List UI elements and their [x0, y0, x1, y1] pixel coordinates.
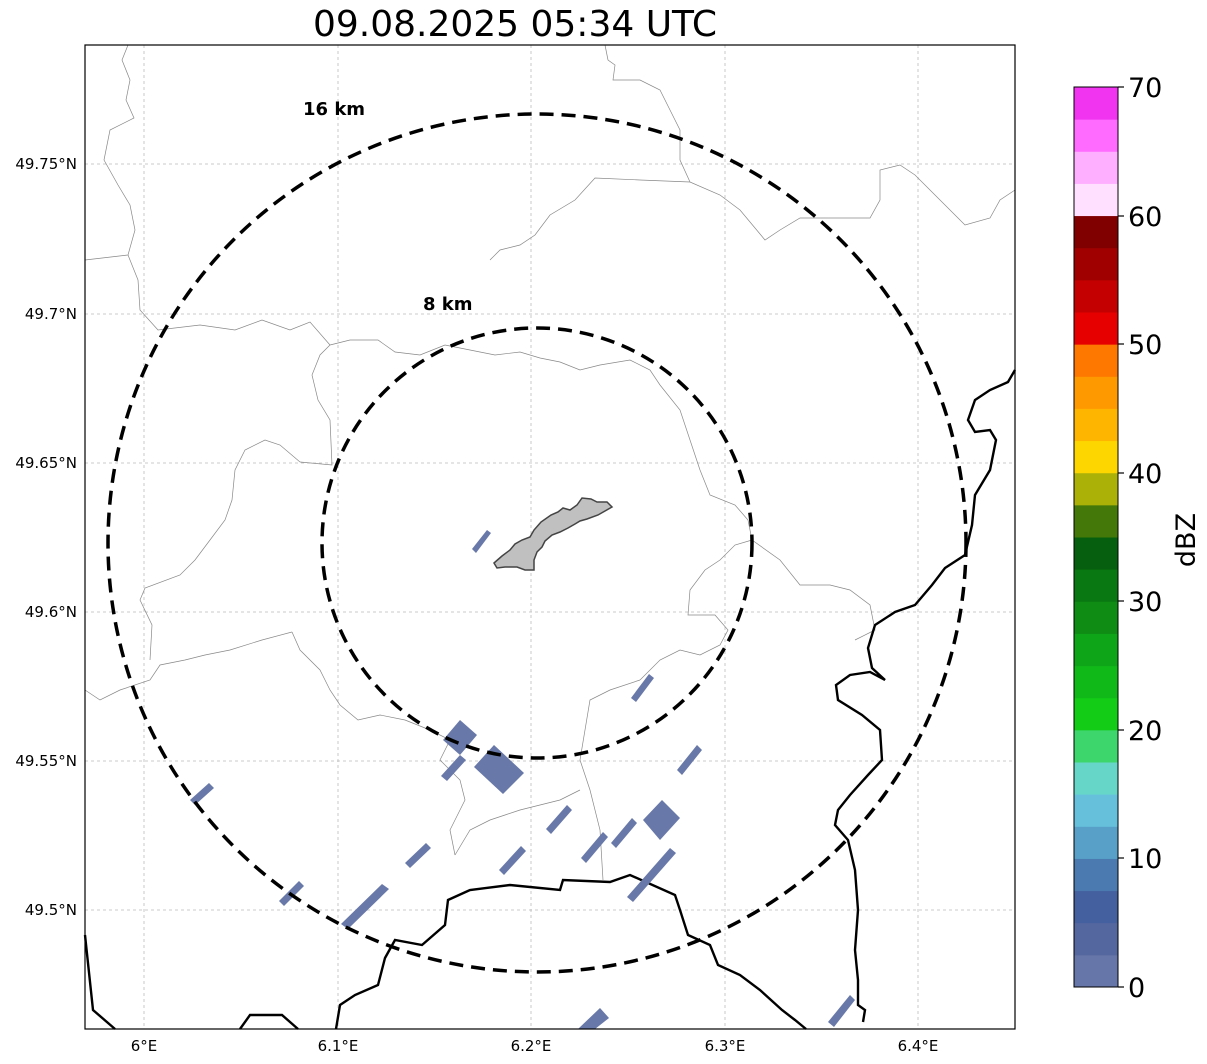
colorbar-swatch: [1074, 440, 1118, 474]
colorbar-swatch: [1074, 569, 1118, 602]
colorbar-swatches: [1074, 87, 1118, 988]
x-tick-label: 6.4°E: [898, 1037, 939, 1055]
colorbar-swatch: [1074, 183, 1118, 217]
colorbar-swatch: [1074, 151, 1118, 184]
colorbar-swatch: [1074, 279, 1118, 313]
colorbar-swatch: [1074, 826, 1118, 859]
echo-cell: [546, 805, 572, 834]
colorbar-tick: 10: [1128, 844, 1162, 875]
map-area: 16 km 8 km: [83, 44, 1017, 1030]
y-tick-label: 49.75°N: [15, 155, 77, 173]
y-axis: 49.75°N 49.7°N 49.65°N 49.6°N 49.55°N 49…: [15, 155, 77, 919]
echo-cell: [341, 884, 389, 929]
map-title: 09.08.2025 05:34 UTC: [312, 4, 718, 45]
echo-cell: [578, 1008, 609, 1029]
ring-16km: [106, 112, 968, 974]
colorbar-swatch: [1074, 954, 1118, 988]
colorbar-swatch: [1074, 665, 1118, 699]
colorbar-swatch: [1074, 247, 1118, 281]
colorbar-swatch: [1074, 697, 1118, 731]
echo-cell: [828, 995, 855, 1027]
colorbar-swatch: [1074, 312, 1118, 345]
colorbar-swatch: [1074, 922, 1118, 956]
admin-boundaries: [84, 44, 1016, 881]
x-axis: 6°E 6.1°E 6.2°E 6.3°E 6.4°E: [131, 1037, 939, 1055]
echo-cell: [190, 783, 214, 805]
colorbar-swatch: [1074, 472, 1118, 506]
colorbar-tick: 0: [1128, 973, 1145, 1004]
colorbar-tick: 70: [1128, 73, 1162, 104]
colorbar-swatch: [1074, 87, 1118, 120]
colorbar-tick: 30: [1128, 587, 1162, 618]
echo-cell: [627, 848, 676, 902]
echo-cell: [472, 530, 491, 553]
colorbar-tick: 40: [1128, 459, 1162, 490]
echo-cell: [474, 745, 524, 794]
colorbar-tick: 60: [1128, 202, 1162, 233]
colorbar-swatch: [1074, 890, 1118, 924]
echo-cell: [611, 818, 637, 848]
y-tick-label: 49.6°N: [25, 603, 77, 621]
y-tick-label: 49.5°N: [25, 901, 77, 919]
colorbar-swatch: [1074, 762, 1118, 795]
x-tick-label: 6°E: [131, 1037, 158, 1055]
x-tick-label: 6.3°E: [705, 1037, 746, 1055]
echo-cell: [441, 755, 466, 781]
ring-label-8km: 8 km: [423, 294, 473, 315]
colorbar-swatch: [1074, 537, 1118, 570]
colorbar-swatch: [1074, 376, 1118, 409]
ring-label-16km: 16 km: [303, 99, 365, 120]
colorbar-swatch: [1074, 504, 1118, 538]
colorbar-swatch: [1074, 794, 1118, 827]
colorbar-tick: 50: [1128, 330, 1162, 361]
city-area: [493, 497, 614, 571]
y-tick-label: 49.7°N: [25, 305, 77, 323]
x-tick-label: 6.2°E: [511, 1037, 552, 1055]
x-tick-label: 6.1°E: [318, 1037, 359, 1055]
ring-8km: [320, 326, 754, 760]
echo-cell: [443, 720, 477, 755]
colorbar-swatch: [1074, 601, 1118, 634]
colorbar-label: dBZ: [1171, 513, 1202, 567]
colorbar-swatch: [1074, 215, 1118, 249]
radar-echoes: [190, 530, 855, 1029]
colorbar-tick: 20: [1128, 716, 1162, 747]
gridlines: [85, 45, 1015, 1029]
echo-cell: [581, 832, 608, 863]
colorbar: 70 60 50 40 30 20 10 0 dBZ: [1073, 73, 1202, 1004]
echo-cell: [631, 674, 654, 702]
colorbar-swatch: [1074, 633, 1118, 667]
colorbar-swatch: [1074, 858, 1118, 892]
y-tick-label: 49.65°N: [15, 454, 77, 472]
y-tick-label: 49.55°N: [15, 752, 77, 770]
colorbar-swatch: [1074, 119, 1118, 152]
colorbar-swatch: [1074, 729, 1118, 763]
colorbar-swatch: [1074, 344, 1118, 377]
echo-cell: [499, 846, 526, 875]
national-border: [83, 369, 1017, 1030]
echo-cell: [677, 745, 702, 775]
colorbar-swatch: [1074, 408, 1118, 442]
echo-cell: [643, 800, 680, 840]
range-rings: [106, 112, 968, 974]
echo-cell: [405, 843, 431, 868]
